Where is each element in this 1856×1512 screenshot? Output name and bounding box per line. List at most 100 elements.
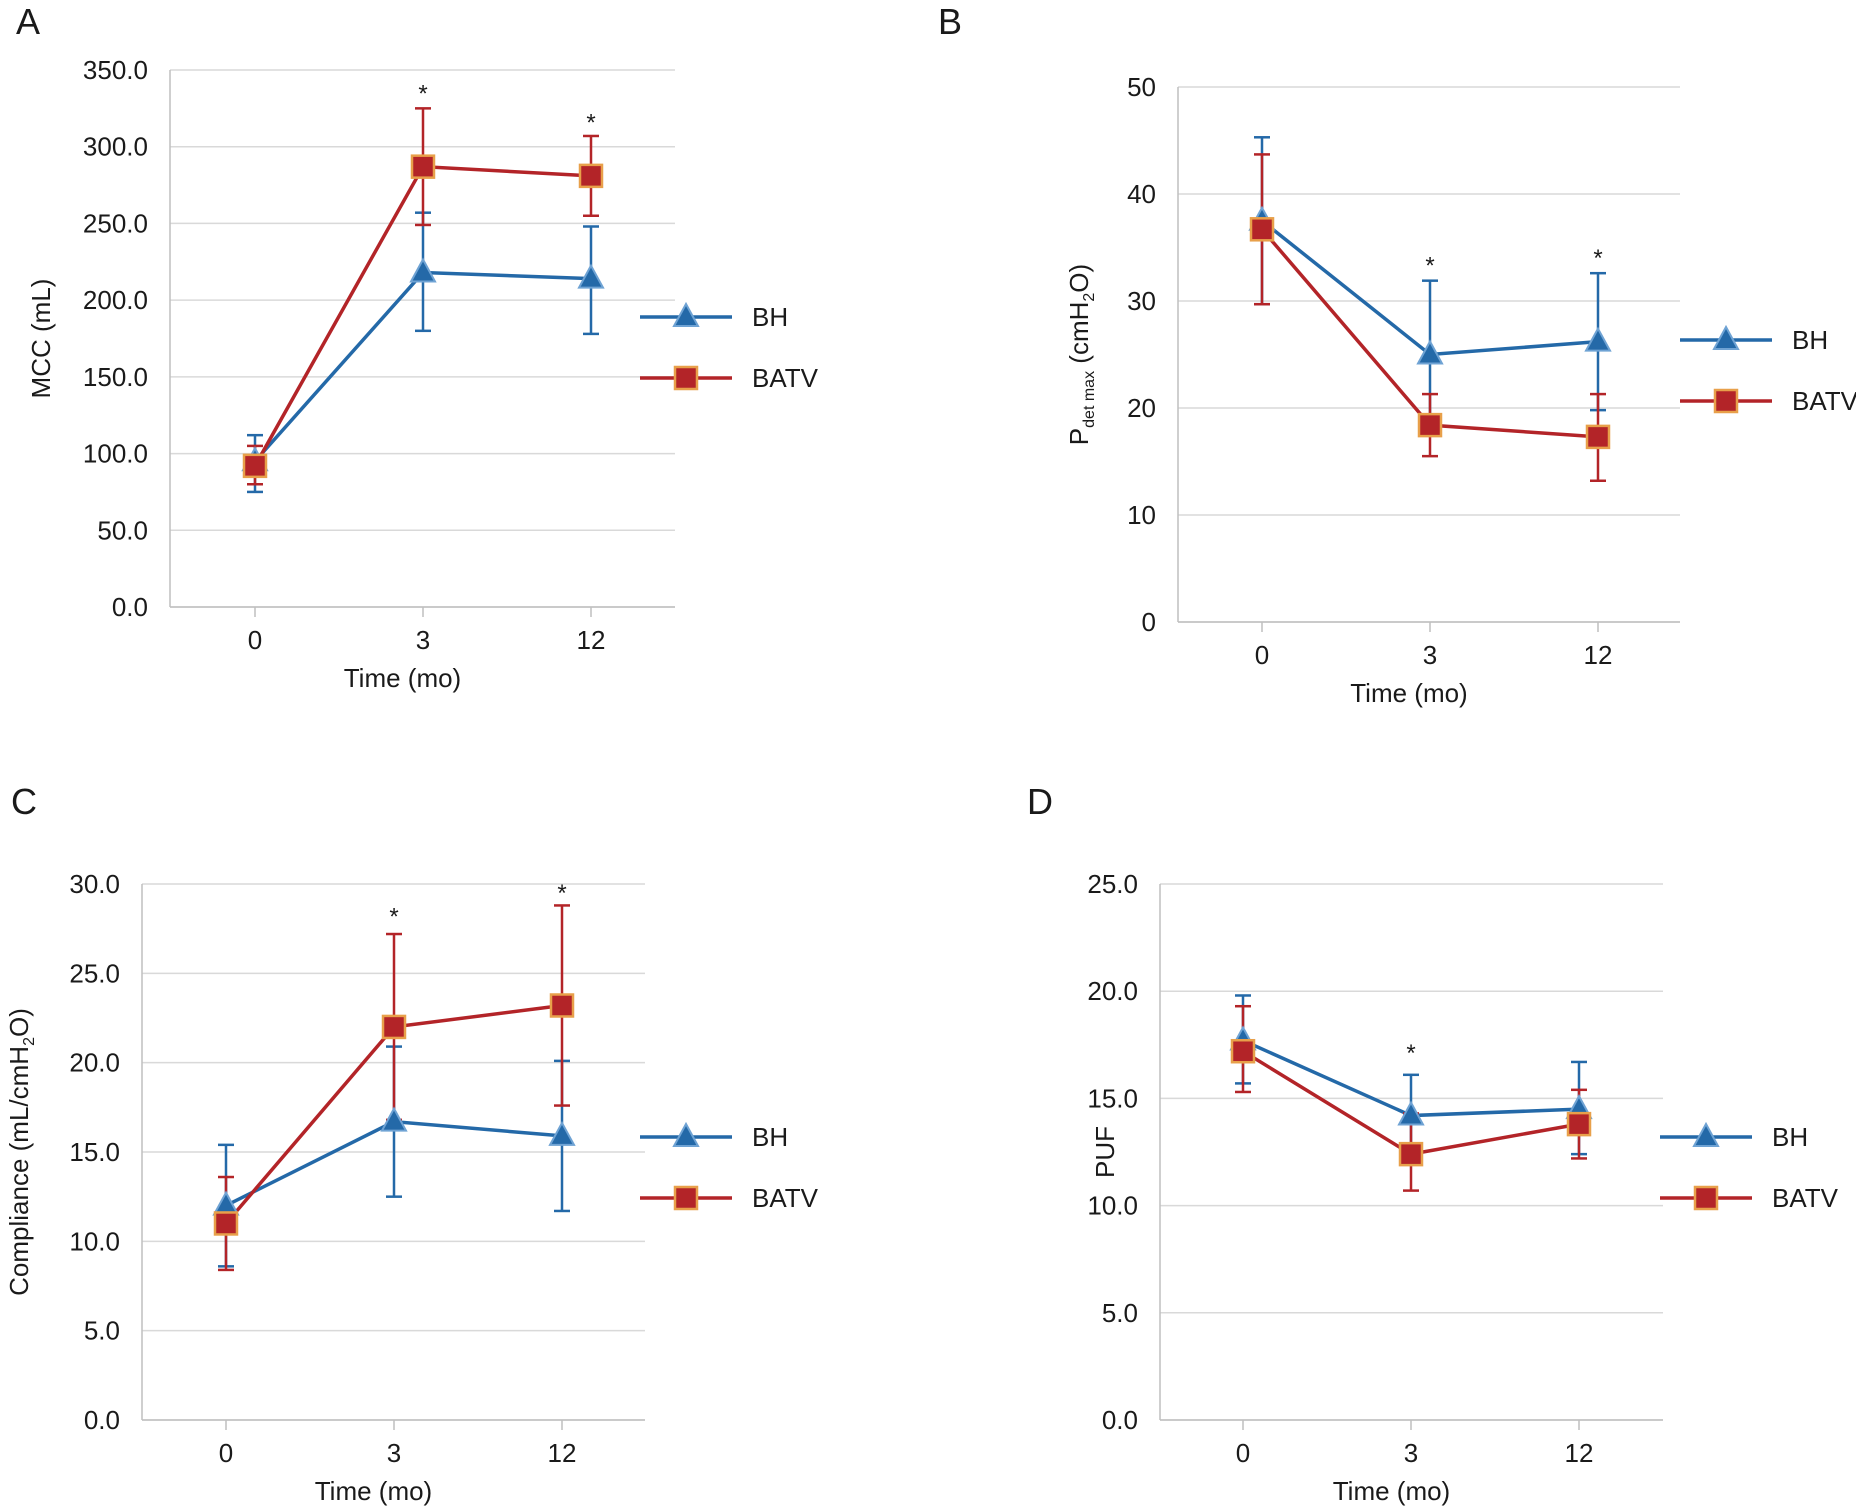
legend-marker-bh [672, 301, 700, 327]
x-tick-label: 0 [248, 625, 262, 655]
y-tick-label: 250.0 [83, 208, 148, 238]
significance-marker: * [1593, 245, 1602, 272]
data-point-batv [1585, 424, 1611, 450]
legend-marker-batv [1713, 388, 1739, 414]
chart-panel-c: C 0.0 5.0 10.0 15.0 20.0 25.0 30.0 0 3 12 Time (mo)… [0, 756, 928, 1512]
y-tick-label: 50.0 [97, 515, 148, 545]
y-axis-title: MCC (mL) [26, 279, 56, 399]
y-axis-title: Compliance (mL/cmH2O) [4, 1008, 38, 1296]
y-tick-label: 30.0 [69, 869, 120, 899]
legend-marker-batv [673, 365, 699, 391]
y-tick-label: 20 [1127, 393, 1156, 423]
chart-a-svg: A 0.0 50.0 100.0 150.0 200.0 250.0 300.0 350.0 0 3… [16, 1, 819, 693]
data-point-batv [578, 163, 604, 189]
legend-label: BH [1792, 325, 1828, 355]
data-point-bh [1416, 339, 1444, 365]
y-axis-title: Pdet max (cmH2O) [1064, 264, 1098, 445]
x-tick-label: 3 [416, 625, 430, 655]
y-tick-label: 150.0 [83, 362, 148, 392]
data-point-bh [548, 1120, 576, 1146]
x-tick-label: 12 [1565, 1438, 1594, 1468]
data-point-batv [381, 1014, 407, 1040]
data-point-bh [1397, 1100, 1425, 1126]
significance-marker: * [586, 110, 595, 137]
y-axis-title-subscript: 2 [1081, 293, 1098, 302]
legend-label: BH [1772, 1122, 1808, 1152]
y-tick-label: 100.0 [83, 439, 148, 469]
y-tick-label: 200.0 [83, 285, 148, 315]
y-tick-label: 20.0 [1087, 976, 1138, 1006]
x-tick-label: 12 [548, 1438, 577, 1468]
y-tick-label: 5.0 [1102, 1298, 1138, 1328]
data-point-bh [380, 1106, 408, 1132]
legend-label: BH [752, 1122, 788, 1152]
panel-label: C [11, 781, 37, 822]
legend-label: BATV [752, 1183, 819, 1213]
significance-marker: * [557, 880, 566, 907]
y-tick-label: 40 [1127, 179, 1156, 209]
chart-b-svg: B 0 10 20 30 40 50 0 3 12 Time (mo) Pdet max (cmH2O… [938, 1, 1856, 708]
y-axis-title-subscript: det max [1081, 371, 1098, 428]
data-point-batv [549, 993, 575, 1018]
y-axis-title-part: O) [1064, 264, 1094, 293]
significance-marker: * [1406, 1040, 1415, 1067]
y-tick-label: 15.0 [1087, 1083, 1138, 1113]
data-point-batv [410, 154, 436, 179]
y-tick-label: 30 [1127, 286, 1156, 316]
chart-d-svg: D 0.0 5.0 10.0 15.0 20.0 25.0 0 3 12 Time (mo) PUF *… [1027, 781, 1839, 1506]
legend-marker-batv [1693, 1185, 1719, 1211]
y-axis-title-part: P [1064, 428, 1094, 445]
x-tick-label: 0 [219, 1438, 233, 1468]
data-point-bh [1584, 326, 1612, 352]
data-point-batv [1230, 1038, 1256, 1064]
legend-label: BATV [1772, 1183, 1839, 1213]
significance-marker: * [389, 903, 398, 930]
x-axis-title: Time (mo) [1333, 1476, 1450, 1506]
x-tick-label: 12 [1584, 640, 1613, 670]
chart-c-svg: C 0.0 5.0 10.0 15.0 20.0 25.0 30.0 0 3 12 Time (mo)… [4, 781, 819, 1506]
chart-panel-b: B 0 10 20 30 40 50 0 3 12 Time (mo) Pdet max (cmH2O… [928, 0, 1856, 756]
y-tick-label: 25.0 [1087, 869, 1138, 899]
data-point-batv [213, 1211, 239, 1236]
y-tick-label: 10 [1127, 500, 1156, 530]
y-tick-label: 20.0 [69, 1048, 120, 1078]
y-tick-label: 0.0 [84, 1405, 120, 1435]
y-tick-label: 300.0 [83, 132, 148, 162]
legend-marker-batv [673, 1185, 699, 1211]
x-tick-label: 12 [577, 625, 606, 655]
legend-marker-bh [1712, 324, 1740, 350]
data-point-batv [1398, 1141, 1424, 1167]
y-tick-label: 25.0 [69, 958, 120, 988]
x-tick-label: 0 [1236, 1438, 1250, 1468]
x-tick-label: 3 [387, 1438, 401, 1468]
y-tick-label: 15.0 [69, 1137, 120, 1167]
legend-label: BATV [752, 363, 819, 393]
y-tick-label: 0 [1142, 607, 1156, 637]
data-point-batv [242, 453, 268, 479]
significance-marker: * [418, 80, 427, 107]
y-tick-label: 50 [1127, 72, 1156, 102]
legend-marker-bh [1692, 1121, 1720, 1147]
panel-label: D [1027, 781, 1053, 822]
x-tick-label: 3 [1404, 1438, 1418, 1468]
x-axis-title: Time (mo) [315, 1476, 432, 1506]
y-tick-label: 0.0 [112, 592, 148, 622]
y-axis-title: PUF [1090, 1126, 1120, 1178]
y-tick-label: 10.0 [1087, 1191, 1138, 1221]
legend-label: BATV [1792, 386, 1856, 416]
data-point-batv [1566, 1111, 1592, 1137]
y-tick-label: 5.0 [84, 1316, 120, 1346]
x-axis-title: Time (mo) [344, 663, 461, 693]
legend-label: BH [752, 302, 788, 332]
x-tick-label: 0 [1255, 640, 1269, 670]
x-axis-title: Time (mo) [1350, 678, 1467, 708]
data-point-batv [1249, 217, 1275, 242]
legend-marker-bh [672, 1121, 700, 1147]
data-point-bh [409, 257, 437, 283]
y-tick-label: 350.0 [83, 55, 148, 85]
y-axis-title-subscript: 2 [21, 1037, 38, 1046]
y-axis-title-part: (cmH [1064, 302, 1094, 371]
chart-panel-d: D 0.0 5.0 10.0 15.0 20.0 25.0 0 3 12 Time (mo) PUF *… [928, 756, 1856, 1512]
panel-label: B [938, 1, 962, 42]
y-tick-label: 0.0 [1102, 1405, 1138, 1435]
